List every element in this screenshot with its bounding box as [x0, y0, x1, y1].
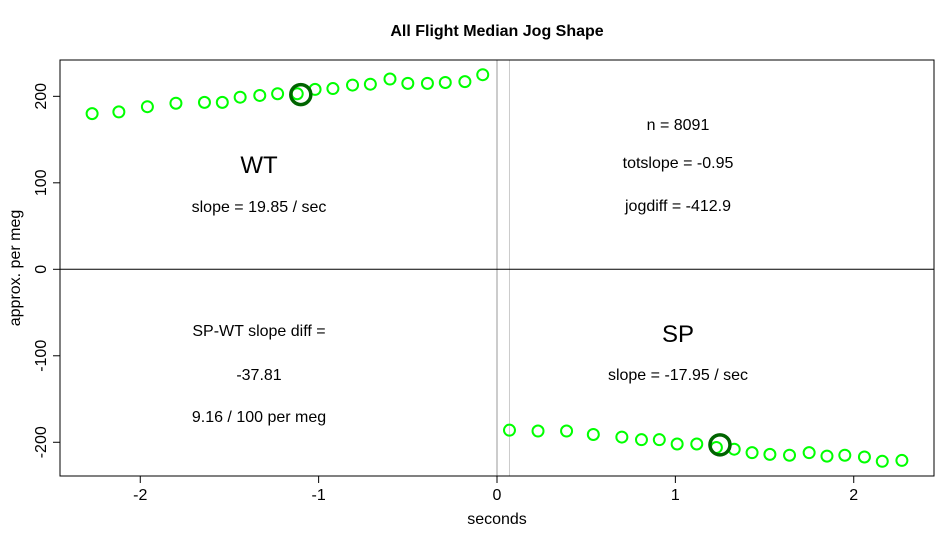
- data-point: [690, 437, 704, 451]
- data-point: [745, 446, 759, 460]
- data-point: [401, 76, 415, 90]
- y-tick-label: 100: [33, 169, 50, 196]
- x-tick-label: 0: [493, 487, 502, 504]
- data-point: [476, 68, 490, 82]
- slope-diff-per-meg: 9.16 / 100 per meg: [192, 409, 326, 426]
- data-point: [253, 88, 267, 102]
- data-point: [271, 87, 285, 101]
- sp-label: SP: [662, 321, 694, 348]
- data-point: [560, 424, 574, 438]
- data-point: [502, 423, 516, 437]
- data-point: [802, 446, 816, 460]
- data-point: [438, 75, 452, 89]
- y-tick-label: -100: [33, 340, 50, 372]
- x-tick-label: 1: [671, 487, 680, 504]
- median-point: [289, 82, 313, 107]
- slope-diff-value: -37.81: [236, 367, 281, 384]
- data-point: [531, 424, 545, 438]
- slope-diff-label: SP-WT slope diff =: [192, 323, 325, 340]
- data-point: [820, 449, 834, 463]
- x-axis-label: seconds: [467, 511, 527, 528]
- data-point: [197, 95, 211, 109]
- data-point: [634, 433, 648, 447]
- data-point: [363, 77, 377, 91]
- x-tick-label: -2: [133, 487, 147, 504]
- jogdiff: jogdiff = -412.9: [624, 198, 731, 215]
- data-point: [346, 78, 360, 92]
- data-point: [586, 427, 600, 441]
- data-point: [326, 82, 340, 96]
- data-point: [652, 433, 666, 447]
- sp-slope: slope = -17.95 / sec: [608, 367, 748, 384]
- data-point: [85, 107, 99, 121]
- data-point: [458, 75, 472, 89]
- x-tick-label: 2: [849, 487, 858, 504]
- y-tick-label: 200: [33, 83, 50, 110]
- y-axis-label: approx. per meg: [7, 210, 24, 327]
- data-point: [112, 105, 126, 119]
- wt-slope: slope = 19.85 / sec: [192, 199, 327, 216]
- data-point: [763, 447, 777, 461]
- data-point: [615, 430, 629, 444]
- y-tick-label: 0: [33, 265, 50, 274]
- data-point: [670, 437, 684, 451]
- chart-title: All Flight Median Jog Shape: [390, 23, 603, 40]
- data-point: [420, 76, 434, 90]
- data-point: [857, 450, 871, 464]
- n-count: n = 8091: [647, 117, 710, 134]
- data-point: [383, 72, 397, 86]
- data-point: [838, 448, 852, 462]
- y-tick-label: -200: [33, 426, 50, 458]
- wt-label: WT: [240, 152, 278, 179]
- data-point: [783, 448, 797, 462]
- median-point: [708, 433, 732, 457]
- data-point: [140, 100, 154, 114]
- data-point: [875, 454, 889, 468]
- x-tick-label: -1: [312, 487, 326, 504]
- data-point: [895, 453, 909, 467]
- data-point: [169, 96, 183, 110]
- data-point: [215, 95, 229, 109]
- totslope: totslope = -0.95: [623, 155, 734, 172]
- data-point: [233, 90, 247, 104]
